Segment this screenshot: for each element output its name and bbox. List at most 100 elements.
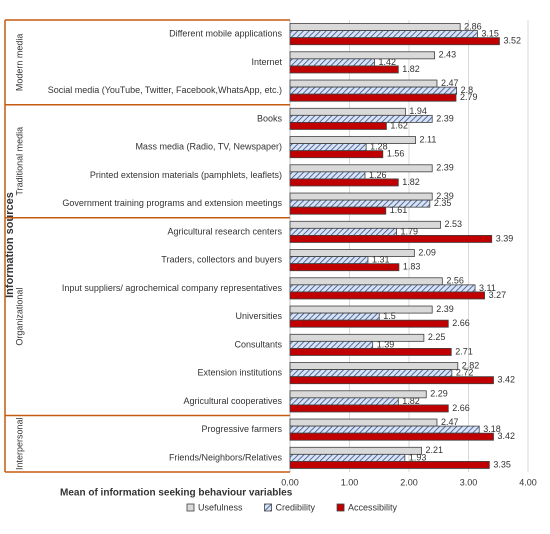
bar <box>289 136 416 144</box>
value-label: 3.52 <box>503 36 521 46</box>
group-label: Traditional media <box>14 127 24 196</box>
value-label: 1.62 <box>390 120 408 130</box>
bar <box>289 23 461 31</box>
y-tick-label: Books <box>257 113 283 123</box>
bar <box>289 65 399 74</box>
legend-label: Accessibility <box>348 502 398 512</box>
value-label: 2.72 <box>456 368 474 378</box>
x-tick-label: 2.00 <box>400 477 418 487</box>
y-tick-label: Traders, collectors and buyers <box>161 255 282 265</box>
bar <box>289 192 433 201</box>
value-label: 2.66 <box>452 403 470 413</box>
bar <box>289 51 435 60</box>
y-axis-title: Information sources <box>4 192 16 298</box>
value-label: 2.39 <box>436 191 454 201</box>
bar <box>289 277 443 286</box>
y-tick-label: Printed extension materials (pamphlets, … <box>90 170 282 180</box>
value-label: 2.39 <box>436 163 454 173</box>
y-tick-label: Friends/Neighbors/Relatives <box>169 452 283 462</box>
legend-swatch <box>186 503 195 512</box>
value-label: 1.82 <box>402 177 420 187</box>
bar <box>289 312 380 321</box>
y-tick-label: Universities <box>235 311 282 321</box>
value-label: 3.42 <box>497 375 515 385</box>
y-tick-label: Different mobile applications <box>169 29 282 39</box>
value-label: 3.35 <box>493 459 511 469</box>
value-label: 1.5 <box>383 311 396 321</box>
value-label: 2.35 <box>434 198 452 208</box>
value-label: 1.42 <box>378 57 396 67</box>
y-tick-label: Agricultural research centers <box>167 226 282 236</box>
value-label: 2.39 <box>436 304 454 314</box>
bar <box>289 199 431 208</box>
bar <box>289 362 459 370</box>
bar <box>289 263 400 272</box>
value-label: 2.39 <box>436 113 454 123</box>
value-label: 2.47 <box>441 78 459 88</box>
bar <box>289 79 438 88</box>
bar <box>289 461 490 469</box>
value-label: 2.82 <box>462 360 480 370</box>
value-label: 2.43 <box>439 50 457 60</box>
bar <box>289 453 406 462</box>
bar <box>289 446 422 455</box>
value-label: 1.94 <box>409 106 427 116</box>
bar <box>289 171 366 180</box>
x-tick-label: 3.00 <box>460 477 478 487</box>
bar <box>289 86 458 95</box>
y-tick-label: Extension institutions <box>197 368 282 378</box>
bar <box>289 305 433 314</box>
value-label: 1.82 <box>402 396 420 406</box>
bar <box>289 58 375 67</box>
bar <box>289 376 494 385</box>
value-label: 2.09 <box>418 247 436 257</box>
bar <box>289 404 449 413</box>
value-label: 1.93 <box>409 452 427 462</box>
bar <box>289 369 453 378</box>
bar <box>289 340 374 349</box>
x-tick-label: 0.00 <box>281 477 299 487</box>
legend-swatch <box>336 503 345 512</box>
value-label: 2.56 <box>446 276 464 286</box>
bar <box>289 30 478 39</box>
y-tick-label: Social media (YouTube, Twitter, Facebook… <box>48 85 282 95</box>
bar <box>289 397 399 406</box>
bar <box>289 114 433 123</box>
group-label: Interpersonal <box>14 417 24 470</box>
bar <box>289 150 384 159</box>
bar <box>289 37 500 46</box>
bar <box>289 143 367 152</box>
value-label: 2.8 <box>461 85 474 95</box>
bar <box>289 93 457 102</box>
value-label: 2.79 <box>460 92 478 102</box>
value-label: 3.27 <box>489 290 507 300</box>
y-tick-label: Internet <box>251 57 282 67</box>
x-tick-label: 4.00 <box>519 477 537 487</box>
value-label: 1.39 <box>377 339 395 349</box>
value-label: 3.11 <box>479 283 496 293</box>
bar <box>289 425 480 434</box>
value-label: 2.21 <box>425 445 443 455</box>
y-tick-label: Government training programs and extensi… <box>62 198 282 208</box>
value-label: 1.28 <box>370 142 388 152</box>
bar <box>289 178 399 187</box>
bar <box>289 418 438 427</box>
value-label: 2.86 <box>464 21 482 31</box>
value-label: 2.25 <box>428 332 446 342</box>
bar <box>289 227 397 236</box>
bar <box>289 249 415 257</box>
value-label: 1.79 <box>401 226 419 236</box>
value-label: 2.29 <box>430 389 448 399</box>
value-label: 2.71 <box>455 346 473 356</box>
legend-swatch <box>264 503 272 512</box>
bar <box>289 333 425 342</box>
value-label: 3.15 <box>481 29 499 39</box>
x-tick-label: 1.00 <box>341 477 359 487</box>
value-label: 2.11 <box>420 134 437 144</box>
value-label: 3.42 <box>497 431 515 441</box>
bar <box>289 206 387 215</box>
bar <box>289 348 452 356</box>
bar <box>289 284 476 293</box>
bar <box>289 235 493 243</box>
